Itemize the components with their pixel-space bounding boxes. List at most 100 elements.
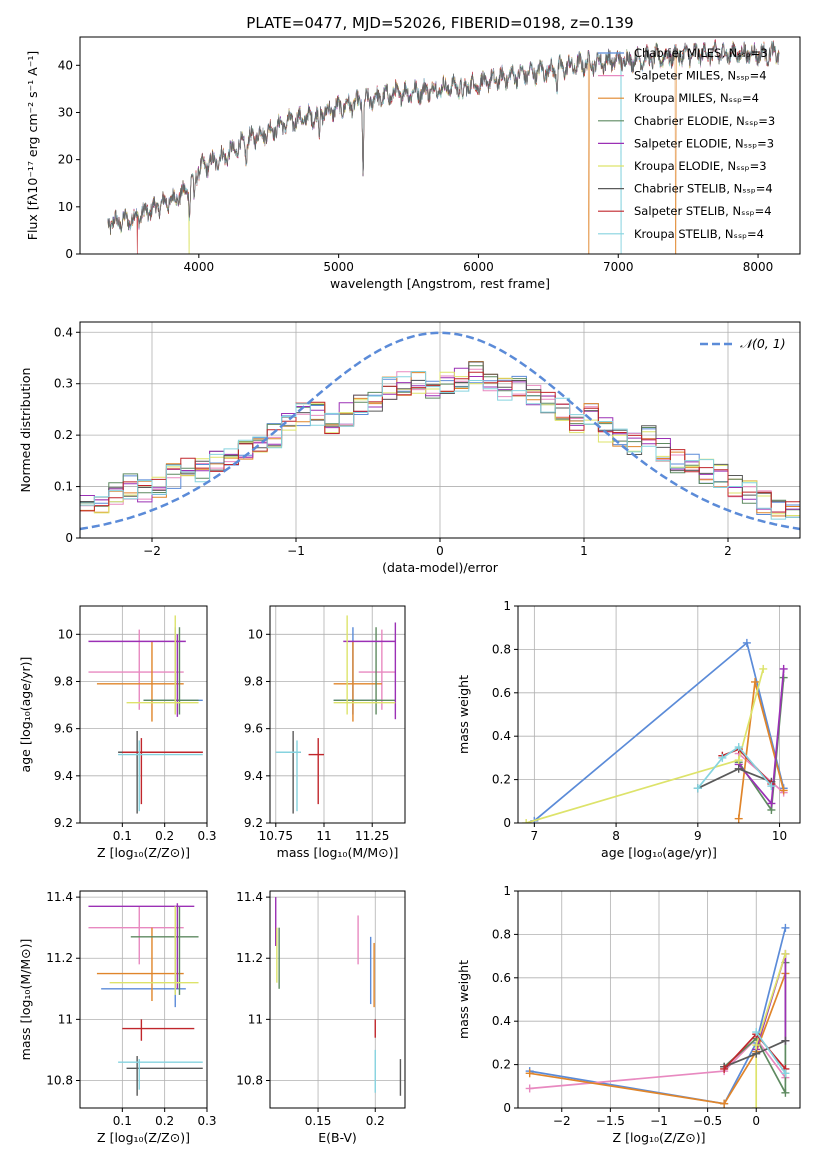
plot-area <box>525 923 790 1108</box>
errorbar-point-2 <box>96 927 184 1002</box>
axes-frame <box>79 605 208 824</box>
x-tick-label: 0.2 <box>155 829 174 843</box>
errorbar-point-4 <box>343 622 397 720</box>
weight-line <box>755 1031 787 1074</box>
x-tick-label: 6000 <box>463 260 494 274</box>
y-tick-label: 0.6 <box>492 971 511 985</box>
axes: 0.15 0.2 10.8 11 11.2 11.4 E(B-V) <box>236 890 406 1145</box>
errorbar-point-5 <box>333 615 396 715</box>
legend-label-6: Chabrier STELIB, Nₛₛₚ=4 <box>634 182 773 196</box>
errorbar-point-8 <box>118 1059 203 1090</box>
legend: Chabrier MILES, Nₛₛₚ=3 Salpeter MILES, Nₛ… <box>598 46 775 241</box>
errorbar-point-3 <box>333 627 396 715</box>
y-tick-label: 10 <box>58 200 73 214</box>
y-tick-label: 0.4 <box>54 325 73 339</box>
x-tick-label: 4000 <box>184 260 215 274</box>
errorbar-point-8 <box>118 740 203 812</box>
panel-mass-weight-vs-age: 7 8 9 10 0 0.2 0.4 0.6 0.8 1 age [log₁₀(age/yr)] ma… <box>456 599 801 860</box>
y-tick-label: 0.4 <box>492 1014 511 1028</box>
x-tick-label: 2 <box>724 544 732 558</box>
y-axis-label: mass [log₁₀(M/M⊙)] <box>18 939 33 1061</box>
x-tick-label: 5000 <box>323 260 354 274</box>
panel-mass-vs-extinction: 0.15 0.2 10.8 11 11.2 11.4 E(B-V) <box>236 890 406 1145</box>
y-axis-label: mass weight <box>456 675 471 754</box>
axes-frame <box>269 890 406 1109</box>
plot-area <box>107 39 780 254</box>
plot-area <box>522 638 788 823</box>
plot-area <box>88 903 203 1096</box>
weight-line <box>697 745 773 789</box>
legend: 𝒩(0, 1) <box>700 336 786 351</box>
y-tick-label: 0 <box>503 816 511 830</box>
legend-label-2: Kroupa MILES, Nₛₛₚ=4 <box>634 91 759 105</box>
x-tick-label: 0.3 <box>197 1114 216 1128</box>
legend-label-0: Chabrier MILES, Nₛₛₚ=3 <box>634 46 768 60</box>
weight-marker <box>752 1041 761 1050</box>
weight-marker <box>752 1028 761 1037</box>
y-axis-label: Normed distribution <box>18 368 33 493</box>
weight-marker <box>759 664 768 673</box>
legend-label-5: Kroupa ELODIE, Nₛₛₚ=3 <box>634 159 767 173</box>
y-axis-label: age [log₁₀(age/yr)] <box>18 657 33 773</box>
legend-label-reference: 𝒩(0, 1) <box>740 336 786 351</box>
legend-label-3: Chabrier ELODIE, Nₛₛₚ=3 <box>634 114 775 128</box>
x-tick-label: −1 <box>287 544 305 558</box>
errorbar-point-0 <box>333 627 382 715</box>
weight-marker <box>734 756 743 765</box>
panel-mass-vs-metallicity: 0.1 0.2 0.3 10.8 11 11.2 11.4 Z [log₁₀(Z/Z⊙)] ma… <box>18 890 217 1145</box>
errorbar-point-7 <box>122 1019 195 1041</box>
weight-marker <box>779 664 788 673</box>
y-tick-label: 9.4 <box>244 769 263 783</box>
x-tick-label: 0.1 <box>113 829 132 843</box>
y-tick-label: 9.4 <box>54 769 73 783</box>
plot-area <box>275 897 402 1096</box>
weight-marker <box>767 799 776 808</box>
errorbar-point-5 <box>126 615 199 715</box>
axes-frame <box>269 605 406 824</box>
y-tick-label: 40 <box>58 58 73 72</box>
x-tick-label: −2 <box>553 1114 571 1128</box>
y-tick-label: 0.8 <box>492 642 511 656</box>
x-tick-label: 8 <box>612 829 620 843</box>
errorbar-point-6 <box>118 731 203 814</box>
weight-series-8 <box>693 743 776 793</box>
errorbar-point-7 <box>122 738 203 805</box>
x-tick-label: 0 <box>436 544 444 558</box>
y-tick-label: 0 <box>503 1101 511 1115</box>
x-tick-label: 9 <box>694 829 702 843</box>
errorbar-point-5 <box>109 906 199 995</box>
weight-marker <box>779 786 788 795</box>
y-tick-label: 9.2 <box>244 816 263 830</box>
x-tick-label: 1 <box>580 544 588 558</box>
x-tick-label: −1 <box>650 1114 668 1128</box>
histogram-series-8 <box>80 371 800 520</box>
legend-label-4: Salpeter ELODIE, Nₛₛₚ=3 <box>634 136 774 150</box>
x-tick-label: 0.3 <box>197 829 216 843</box>
x-tick-label: 11 <box>316 829 331 843</box>
x-axis-label: (data-model)/error <box>382 560 499 575</box>
weight-marker <box>781 1036 790 1045</box>
y-tick-label: 0.1 <box>54 480 73 494</box>
weight-series-8 <box>752 1028 790 1078</box>
errorbar-point-8 <box>275 740 301 812</box>
y-tick-label: 10 <box>58 627 73 641</box>
y-tick-label: 10.8 <box>46 1073 73 1087</box>
weight-line <box>529 927 787 1105</box>
weight-marker <box>525 1084 534 1093</box>
y-tick-label: 0.3 <box>54 377 73 391</box>
y-tick-label: 11 <box>58 1012 73 1026</box>
weight-line <box>525 668 765 823</box>
y-tick-label: 1 <box>503 599 511 613</box>
plot-area <box>80 331 800 531</box>
y-axis-label: mass weight <box>456 960 471 1039</box>
panel-age-vs-metallicity: 0.1 0.2 0.3 9.2 9.4 9.6 9.8 10 Z [log₁₀(Z/Z⊙)] ag… <box>18 605 217 860</box>
x-tick-label: −1.5 <box>596 1114 625 1128</box>
errorbar-point-3 <box>130 906 199 995</box>
x-axis-label: Z [log₁₀(Z/Z⊙)] <box>97 1130 190 1145</box>
weight-marker <box>752 1049 761 1058</box>
y-tick-label: 1 <box>503 884 511 898</box>
axes: 4000 5000 6000 7000 8000 0 10 20 30 40 wavelength … <box>25 36 801 291</box>
weight-line <box>529 973 787 1105</box>
y-tick-label: 10 <box>248 627 263 641</box>
